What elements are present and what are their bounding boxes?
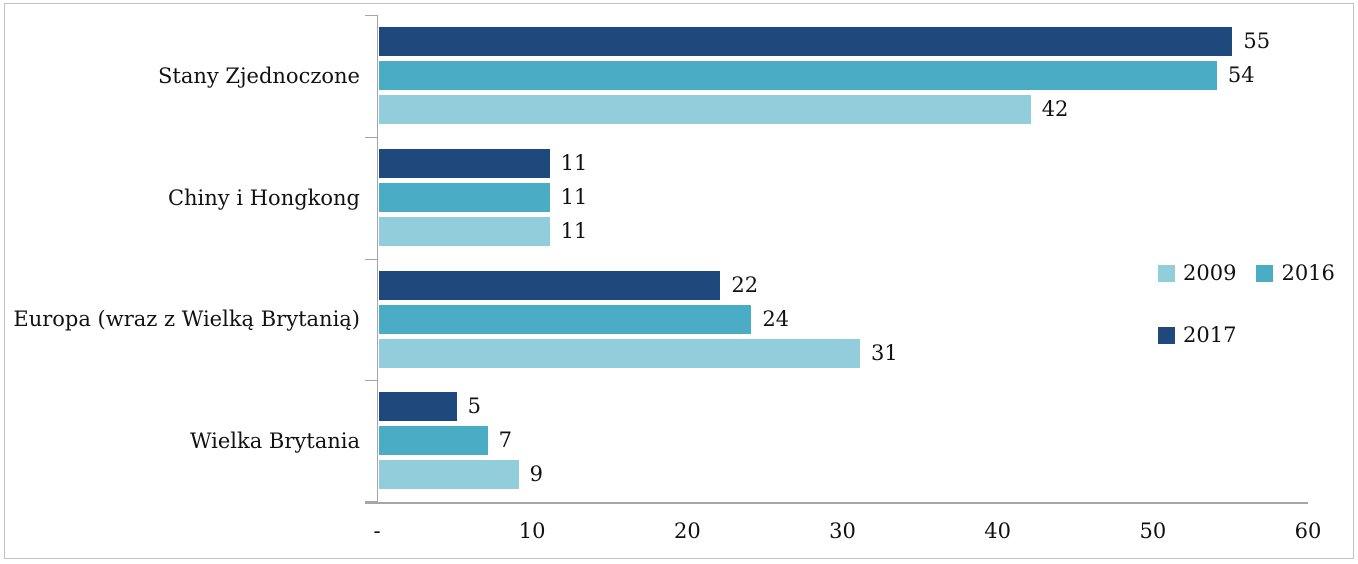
bar-2017-3 [379, 392, 457, 422]
category-axis-tick [365, 501, 377, 502]
legend-swatch-icon [1158, 326, 1175, 344]
bar-2009-0 [379, 95, 1031, 124]
x-axis-tick-labels: - 10 20 30 40 50 60 [373, 519, 1321, 549]
bar-row: 11 [379, 216, 1309, 246]
value-label: 7 [498, 428, 512, 453]
bar-row: 24 [379, 304, 1309, 334]
bar-row: 5 [379, 392, 1309, 422]
bar-row: 11 [379, 182, 1309, 212]
value-label: 11 [560, 184, 588, 209]
x-tick-label: 50 [1139, 519, 1167, 543]
x-tick-label: 40 [984, 519, 1012, 543]
legend-swatch-icon [1158, 264, 1175, 282]
category-axis-tick [365, 380, 377, 382]
bar-row: 11 [379, 148, 1309, 178]
bar-2009-2 [379, 338, 861, 368]
value-label: 55 [1243, 29, 1271, 53]
x-axis-line [365, 502, 1308, 504]
bar-row: 55 [379, 27, 1309, 56]
value-label: 24 [762, 306, 790, 331]
x-tick-label: 30 [829, 519, 856, 543]
legend: 2009 2016 2017 [1158, 261, 1335, 347]
x-tick-label: 60 [1294, 519, 1322, 543]
legend-row: 2009 2016 [1158, 261, 1335, 285]
legend-label: 2009 [1183, 261, 1237, 285]
legend-item-2017: 2017 [1158, 323, 1236, 347]
plot-area: 55 54 42 11 11 11 22 24 31 5 7 9 [365, 15, 1309, 504]
x-tick-label: - [373, 519, 381, 543]
value-label: 22 [731, 272, 759, 297]
bar-row: 22 [379, 270, 1309, 300]
bar-2016-0 [379, 61, 1217, 90]
bar-row: 9 [379, 460, 1309, 490]
bar-row: 42 [379, 95, 1309, 124]
bar-row: 31 [379, 338, 1309, 368]
value-label: 5 [467, 394, 481, 419]
legend-label: 2017 [1183, 323, 1237, 347]
legend-row: 2017 [1158, 323, 1335, 347]
x-tick-label: 20 [673, 519, 701, 543]
bar-2016-3 [379, 426, 488, 456]
bar-row: 54 [379, 61, 1309, 90]
category-axis-tick [365, 15, 377, 16]
category-label: Wielka Brytania [189, 429, 360, 454]
bar-2016-2 [379, 304, 752, 334]
bar-2017-1 [379, 148, 550, 178]
bar-2016-1 [379, 182, 550, 212]
category-axis-tick [365, 136, 377, 138]
category-label: Europa (wraz z Wielką Brytanią) [13, 307, 360, 332]
value-label: 54 [1227, 63, 1255, 87]
bar-2017-0 [379, 27, 1233, 56]
value-label: 31 [871, 340, 898, 365]
legend-swatch-icon [1256, 264, 1274, 282]
legend-item-2009: 2009 [1158, 261, 1236, 285]
value-label: 42 [1041, 97, 1069, 121]
bar-2009-3 [379, 460, 519, 490]
category-axis-tick [365, 258, 377, 260]
bar-2017-2 [379, 270, 721, 300]
bar-group: 22 24 31 [379, 259, 1309, 381]
legend-label: 2016 [1281, 261, 1335, 285]
category-axis-labels: Stany Zjednoczone Chiny i Hongkong Europa … [6, 15, 360, 502]
value-label: 11 [560, 150, 588, 175]
x-tick-label: 10 [518, 519, 546, 543]
bar-groups: 55 54 42 11 11 11 22 24 31 5 7 9 [379, 15, 1309, 502]
bar-group: 55 54 42 [379, 15, 1309, 137]
bar-group: 11 11 11 [379, 137, 1309, 259]
bar-2009-1 [379, 216, 550, 246]
category-label: Chiny i Hongkong [167, 185, 360, 210]
bar-row: 7 [379, 426, 1309, 456]
value-label: 9 [529, 462, 544, 487]
value-label: 11 [560, 218, 588, 243]
category-label: Stany Zjednoczone [158, 63, 360, 88]
legend-item-2016: 2016 [1256, 261, 1335, 285]
